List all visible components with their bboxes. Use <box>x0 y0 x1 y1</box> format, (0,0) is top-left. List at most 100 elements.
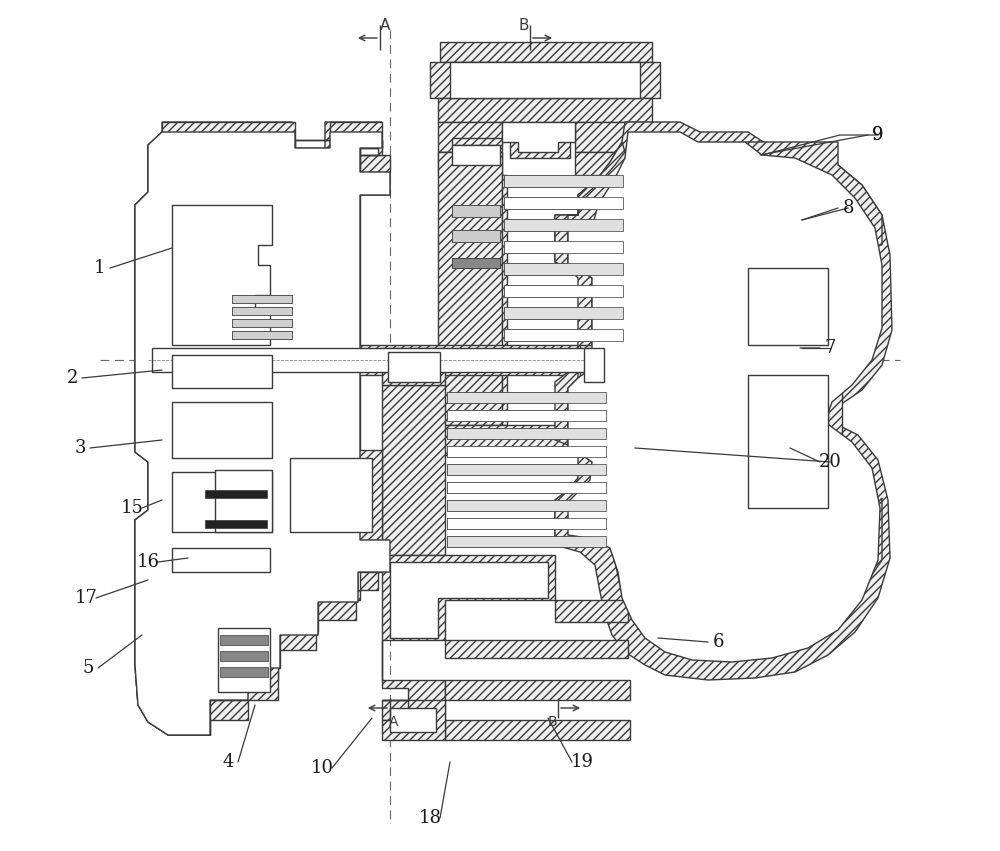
Text: 19: 19 <box>570 753 594 771</box>
Polygon shape <box>608 385 650 555</box>
Polygon shape <box>447 428 606 439</box>
Polygon shape <box>620 175 625 425</box>
Polygon shape <box>148 345 828 375</box>
Polygon shape <box>502 175 507 425</box>
Polygon shape <box>504 197 623 209</box>
Polygon shape <box>745 215 780 268</box>
Text: A: A <box>389 715 399 729</box>
Polygon shape <box>172 402 272 458</box>
Polygon shape <box>445 720 630 740</box>
Polygon shape <box>218 628 270 692</box>
Polygon shape <box>575 122 652 152</box>
Polygon shape <box>450 62 640 98</box>
Polygon shape <box>210 620 278 700</box>
Polygon shape <box>162 395 280 465</box>
Text: 20: 20 <box>819 453 841 471</box>
Polygon shape <box>518 142 558 152</box>
Polygon shape <box>438 425 652 455</box>
Text: 8: 8 <box>842 199 854 217</box>
Polygon shape <box>580 345 608 385</box>
Polygon shape <box>447 536 606 547</box>
Polygon shape <box>504 263 623 275</box>
Text: 9: 9 <box>872 126 884 144</box>
Polygon shape <box>215 470 272 532</box>
Text: 2: 2 <box>66 369 78 387</box>
Polygon shape <box>447 518 606 529</box>
Text: 9: 9 <box>872 126 884 144</box>
Text: 5: 5 <box>82 659 94 677</box>
Polygon shape <box>447 446 606 457</box>
Polygon shape <box>232 331 292 339</box>
Text: 18: 18 <box>418 809 442 827</box>
Text: 4: 4 <box>222 753 234 771</box>
Polygon shape <box>210 140 382 735</box>
Polygon shape <box>228 258 298 278</box>
Text: 17: 17 <box>75 589 97 607</box>
Polygon shape <box>445 680 630 700</box>
Polygon shape <box>504 329 623 341</box>
Text: B: B <box>519 18 529 32</box>
Text: 15: 15 <box>121 499 143 517</box>
Polygon shape <box>452 230 500 242</box>
Polygon shape <box>220 651 268 661</box>
Polygon shape <box>555 142 625 545</box>
Polygon shape <box>445 640 628 658</box>
Polygon shape <box>382 700 445 740</box>
Polygon shape <box>205 462 280 542</box>
Polygon shape <box>555 122 892 680</box>
Text: B: B <box>547 715 557 729</box>
Polygon shape <box>452 138 502 145</box>
Polygon shape <box>440 42 652 62</box>
Polygon shape <box>452 145 500 165</box>
Polygon shape <box>748 268 828 345</box>
Polygon shape <box>388 352 440 382</box>
Polygon shape <box>152 348 824 372</box>
Polygon shape <box>280 450 382 540</box>
Polygon shape <box>610 498 882 652</box>
Text: 16: 16 <box>136 553 160 571</box>
Polygon shape <box>232 295 292 303</box>
Polygon shape <box>162 195 280 345</box>
Polygon shape <box>438 122 502 152</box>
Polygon shape <box>504 241 623 253</box>
Polygon shape <box>220 667 268 677</box>
Polygon shape <box>438 98 652 122</box>
Polygon shape <box>447 464 606 475</box>
Polygon shape <box>232 319 292 327</box>
Polygon shape <box>382 348 445 385</box>
Polygon shape <box>205 490 267 498</box>
Polygon shape <box>452 258 500 268</box>
Polygon shape <box>172 472 272 532</box>
Polygon shape <box>135 132 390 735</box>
Polygon shape <box>228 288 298 348</box>
Polygon shape <box>220 635 268 645</box>
Text: 3: 3 <box>74 439 86 457</box>
Polygon shape <box>135 122 390 735</box>
Polygon shape <box>438 152 502 175</box>
Polygon shape <box>584 348 604 382</box>
Text: 7: 7 <box>824 339 836 357</box>
Polygon shape <box>390 562 548 638</box>
Text: 1: 1 <box>94 259 106 277</box>
Polygon shape <box>162 540 278 580</box>
Polygon shape <box>504 175 623 187</box>
Polygon shape <box>575 152 652 425</box>
Text: 6: 6 <box>712 633 724 651</box>
Polygon shape <box>828 268 842 508</box>
Polygon shape <box>135 135 210 735</box>
Polygon shape <box>232 307 292 315</box>
Polygon shape <box>290 458 372 532</box>
Polygon shape <box>568 132 882 662</box>
Polygon shape <box>162 465 280 540</box>
Polygon shape <box>447 482 606 493</box>
Polygon shape <box>205 520 267 528</box>
Polygon shape <box>172 548 270 572</box>
Polygon shape <box>510 138 570 158</box>
Polygon shape <box>172 355 272 388</box>
Polygon shape <box>382 385 445 555</box>
Polygon shape <box>502 122 575 152</box>
Polygon shape <box>745 142 882 245</box>
Polygon shape <box>162 580 278 700</box>
Polygon shape <box>447 410 606 421</box>
Polygon shape <box>452 205 500 217</box>
